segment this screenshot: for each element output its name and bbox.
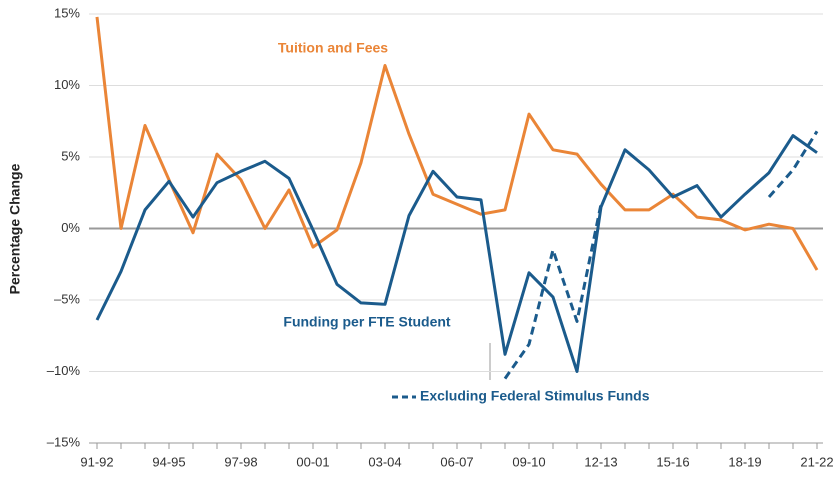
- y-tick-label: –10%: [47, 363, 81, 378]
- x-tick-label: 91-92: [80, 454, 113, 469]
- y-axis-label: Percentage Change: [7, 163, 23, 294]
- x-tick-label: 15-16: [656, 454, 689, 469]
- x-tick-label: 97-98: [224, 454, 257, 469]
- series-line: [95, 16, 819, 271]
- y-tick-label: –5%: [54, 291, 80, 306]
- x-tick-label: 18-19: [728, 454, 761, 469]
- stimulus-annotation: Excluding Federal Stimulus Funds: [420, 388, 650, 404]
- y-tick-label: 15%: [54, 5, 80, 20]
- y-tick-label: –15%: [47, 434, 81, 449]
- funding-annotation: Funding per FTE Student: [283, 314, 451, 330]
- y-tick-label: 10%: [54, 77, 80, 92]
- tuition-annotation: Tuition and Fees: [278, 40, 388, 56]
- x-tick-label: 94-95: [152, 454, 185, 469]
- x-tick-label: 09-10: [512, 454, 545, 469]
- series-line: [95, 134, 818, 373]
- y-tick-label: 0%: [61, 220, 80, 235]
- y-tick-label: 5%: [61, 148, 80, 163]
- x-tick-label: 21-22: [800, 454, 833, 469]
- x-tick-label: 00-01: [296, 454, 329, 469]
- x-tick-label: 12-13: [584, 454, 617, 469]
- x-tick-label: 06-07: [440, 454, 473, 469]
- series-line: [503, 130, 819, 380]
- x-tick-label: 03-04: [368, 454, 401, 469]
